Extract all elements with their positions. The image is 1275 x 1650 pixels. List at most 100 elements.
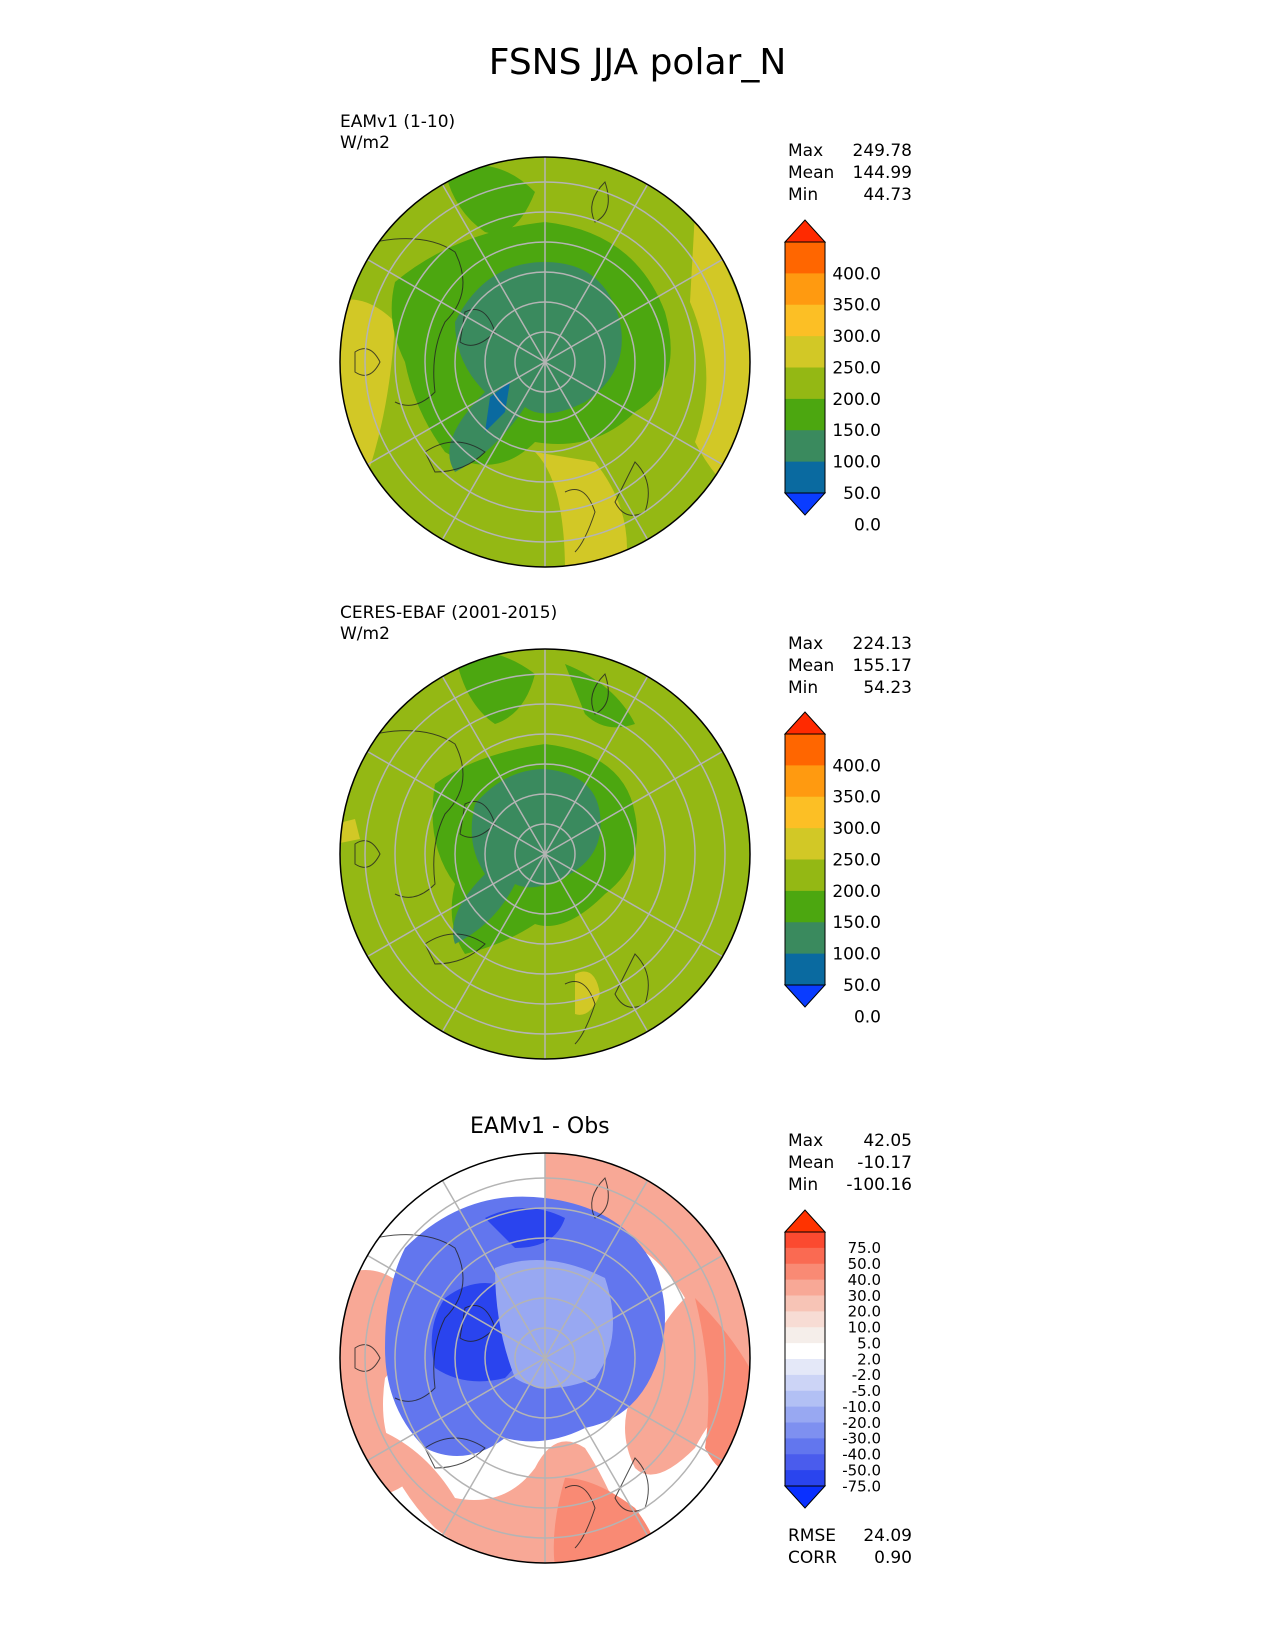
colorbar-segment (785, 796, 825, 829)
panel1-units: W/m2 (340, 133, 390, 153)
stat-value: 249.78 (852, 141, 912, 161)
panel1-model-name: EAMv1 (1-10) (340, 112, 456, 132)
panel1-map-border (339, 156, 751, 568)
metric-label: CORR (788, 1548, 837, 1568)
metric-label: RMSE (788, 1526, 837, 1546)
panel3-metrics: RMSE 24.09 CORR 0.90 (788, 1525, 912, 1569)
figure-title: FSNS JJA polar_N (488, 42, 787, 83)
colorbar-tick-label: -5.0 (852, 1382, 881, 1400)
stat-label: Mean (788, 1153, 835, 1173)
colorbar-tick-label: 75.0 (848, 1239, 881, 1257)
panel1-graticule (364, 157, 726, 567)
panel3-title: EAMv1 - Obs (470, 1114, 610, 1139)
stat-value: 224.13 (852, 634, 912, 654)
stat-value: 155.17 (852, 656, 912, 676)
colorbar-segment (785, 1406, 825, 1423)
colorbar-segment (785, 273, 825, 306)
colorbar-tick-label: 50.0 (848, 1255, 881, 1273)
colorbar-segment (785, 336, 825, 368)
colorbar-extend-max (783, 219, 827, 243)
stat-value: -10.17 (857, 1153, 912, 1173)
colorbar-segment (785, 734, 825, 766)
colorbar-segment (785, 922, 825, 955)
colorbar-tick-label: 0.0 (854, 1007, 881, 1027)
stat-value: 44.73 (863, 185, 912, 205)
panel3-polar-map (339, 1152, 751, 1564)
colorbar-tick-label: 200.0 (832, 390, 881, 410)
stat-label: Min (788, 678, 819, 698)
colorbar-tick-label: 150.0 (832, 913, 881, 933)
panel3-graticule (364, 1153, 726, 1563)
colorbar-segment (785, 1438, 825, 1455)
colorbar-tick-label: 300.0 (832, 327, 881, 347)
colorbar-tick-label: 400.0 (832, 264, 881, 284)
colorbar-tick-label: 5.0 (857, 1334, 881, 1352)
panel1-colorbar: 400.0 350.0 300.0 250.0 200.0 150.0 100.0 50.0 0… (783, 219, 881, 535)
panel1-stats: Max 249.78 Mean 144.99 Min 44.73 (788, 140, 912, 206)
panel2-colorbar: 400.0 350.0 300.0 250.0 200.0 150.0 100.0 50.0 0… (783, 711, 881, 1027)
stat-label: Mean (788, 656, 835, 676)
colorbar-frame (784, 241, 826, 494)
colorbar-tick-label: 30.0 (848, 1287, 881, 1305)
colorbar-tick-label: -20.0 (842, 1414, 881, 1432)
panel1-polar-map (339, 156, 751, 568)
panel1-label: EAMv1 (1-10) W/m2 (340, 112, 455, 154)
colorbar-tick-label: 250.0 (832, 358, 881, 378)
colorbar-tick-label: 200.0 (832, 882, 881, 902)
colorbar-segment (785, 1374, 825, 1392)
panel2-warm-region-south (575, 971, 600, 1015)
panel2-units: W/m2 (340, 624, 390, 644)
colorbar-tick-label: 250.0 (832, 850, 881, 870)
colorbar-tick-label: 2.0 (857, 1350, 881, 1368)
stat-label: Min (788, 185, 819, 205)
colorbar-tick-label: -40.0 (842, 1446, 881, 1464)
panel2-graticule (364, 649, 726, 1059)
colorbar-segment (785, 242, 825, 274)
colorbar-tick-label: 100.0 (832, 945, 881, 965)
colorbar-tick-label: 350.0 (832, 788, 881, 808)
colorbar-tick-label: 100.0 (832, 453, 881, 473)
stat-value: 144.99 (852, 163, 912, 183)
panel2-label: CERES-EBAF (2001-2015) W/m2 (340, 603, 557, 645)
colorbar-segment (785, 1232, 825, 1249)
panel3-colorbar: 75.050.040.030.020.010.05.02.0-2.0-5.0-1… (783, 1209, 881, 1509)
metric-value: 24.09 (863, 1526, 912, 1546)
colorbar-tick-label: 50.0 (843, 484, 881, 504)
colorbar-frame (784, 1231, 826, 1487)
panel2-green-patch (455, 651, 535, 724)
colorbar-tick-label: 50.0 (843, 976, 881, 996)
panel2-green-patch-2 (565, 664, 635, 728)
panel3-positive-east (545, 1153, 750, 1475)
colorbar-segment (785, 890, 825, 923)
colorbar-segment (785, 1279, 825, 1296)
colorbar-extend-max (783, 1209, 827, 1233)
colorbar-segment (785, 367, 825, 400)
colorbar-tick-label: 40.0 (848, 1271, 881, 1289)
stat-label: Min (788, 1175, 819, 1195)
colorbar-tick-label: 300.0 (832, 819, 881, 839)
panel3-coastlines (354, 1177, 649, 1549)
stat-value: 54.23 (863, 678, 912, 698)
panel1-green-patch (445, 165, 535, 234)
panel2-polar-map (339, 648, 751, 1060)
colorbar-tick-label: -75.0 (842, 1477, 881, 1495)
colorbar-segment (785, 828, 825, 860)
colorbar-tick-label: 20.0 (848, 1303, 881, 1321)
colorbar-tick-label: -30.0 (842, 1430, 881, 1448)
colorbar-segment (785, 1263, 825, 1281)
colorbar-segment (785, 765, 825, 798)
stat-label: Max (788, 1131, 824, 1151)
metric-value: 0.90 (874, 1548, 912, 1568)
panel2-stats: Max 224.13 Mean 155.17 Min 54.23 (788, 633, 912, 699)
colorbar-segment (785, 1470, 825, 1487)
colorbar-segment (785, 1359, 825, 1376)
stat-value: 42.05 (863, 1131, 912, 1151)
panel2-map-border (339, 648, 751, 1060)
panel2-model-name: CERES-EBAF (2001-2015) (340, 603, 558, 623)
colorbar-extend-max (783, 711, 827, 735)
colorbar-frame (784, 733, 826, 986)
panel3-map-border (339, 1152, 751, 1564)
colorbar-tick-label: 0.0 (854, 515, 881, 535)
colorbar-tick-label: 400.0 (832, 756, 881, 776)
stat-label: Max (788, 634, 824, 654)
